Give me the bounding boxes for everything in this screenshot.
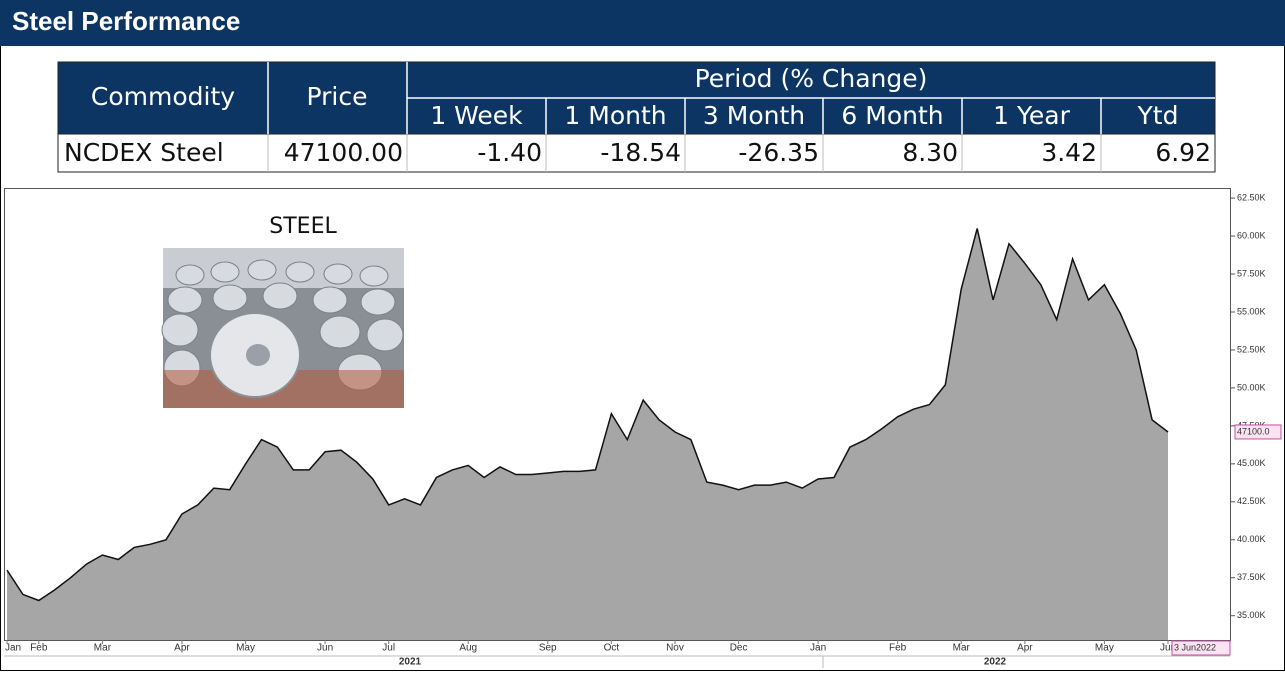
column-header: Commodity <box>91 82 235 111</box>
cell-value: -18.54 <box>600 138 681 167</box>
column-header: Price <box>307 82 368 111</box>
plot: 35.00K37.50K40.00K42.50K45.00K47.50K50.0… <box>5 192 1282 668</box>
line <box>6 228 1169 602</box>
x-tick-label: Feb <box>30 643 48 654</box>
steel-photo <box>161 248 404 408</box>
y-tick-label: 40.00K <box>1237 534 1266 544</box>
x-tick-label: Dec <box>730 643 748 654</box>
period-header: 1 Month <box>564 101 666 130</box>
y-tick-label: 45.00K <box>1237 458 1266 468</box>
x-tick-label: Feb <box>889 643 907 654</box>
period-header: 1 Year <box>993 101 1071 130</box>
x-tick-label: Nov <box>666 643 684 654</box>
y-tick-label: 42.50K <box>1237 496 1266 506</box>
header-bar <box>0 0 1285 46</box>
date-label: 3 Jun2022 <box>1174 642 1216 652</box>
cell-value: 8.30 <box>902 138 958 167</box>
x-tick-label: Sep <box>539 643 557 654</box>
x-tick-label: Mar <box>94 643 112 654</box>
x-tick-label: Oct <box>604 643 620 654</box>
y-tick-label: 55.00K <box>1237 306 1266 316</box>
y-tick-label: 57.50K <box>1237 268 1266 278</box>
period-header: 3 Month <box>703 101 805 130</box>
x-tick-label: Jun <box>317 643 333 654</box>
y-tick-label: 52.50K <box>1237 344 1266 354</box>
x-tick-label: Jul <box>382 643 395 654</box>
year-label: 2022 <box>984 657 1007 668</box>
x-tick-label: May <box>236 643 255 654</box>
x-tick-label: Aug <box>459 643 477 654</box>
period-header: 6 Month <box>841 101 943 130</box>
area <box>7 228 1168 640</box>
year-label: 2021 <box>399 657 422 668</box>
y-tick-label: 50.00K <box>1237 382 1266 392</box>
period-header: 1 Week <box>430 101 523 130</box>
y-tick-label: 35.00K <box>1237 610 1266 620</box>
y-tick-label: 60.00K <box>1237 230 1266 240</box>
cell-value: 47100.00 <box>284 138 403 167</box>
x-tick-label: May <box>1095 643 1114 654</box>
x-tick-label: Apr <box>174 643 190 654</box>
period-header: Ytd <box>1137 101 1179 130</box>
table-row-bg <box>57 133 1216 173</box>
x-tick-label: Jun <box>1160 643 1176 654</box>
x-tick-label: Jan <box>5 643 21 654</box>
row-label: NCDEX Steel <box>64 138 224 167</box>
photo-coil-core <box>246 344 270 366</box>
cell-value: 3.42 <box>1041 138 1097 167</box>
y-tick-label: 62.50K <box>1237 192 1266 202</box>
date-box <box>1171 640 1231 656</box>
x-tick-label: Mar <box>953 643 971 654</box>
chart-title: STEEL <box>269 214 337 239</box>
last-value-box <box>1234 424 1282 440</box>
x-tick-label: Apr <box>1017 643 1033 654</box>
cell-value: -1.40 <box>477 138 542 167</box>
group-header: Period (% Change) <box>695 64 928 93</box>
last-value-label: 47100.0 <box>1237 426 1270 436</box>
y-tick-label: 37.50K <box>1237 572 1266 582</box>
page-title: Steel Performance <box>12 6 240 36</box>
table: Commodity Price Period (% Change) 1 Week 1 M… <box>57 61 1216 173</box>
cell-value: -26.35 <box>738 138 819 167</box>
x-tick-label: Jan <box>810 643 826 654</box>
cell-value: 6.92 <box>1155 138 1211 167</box>
